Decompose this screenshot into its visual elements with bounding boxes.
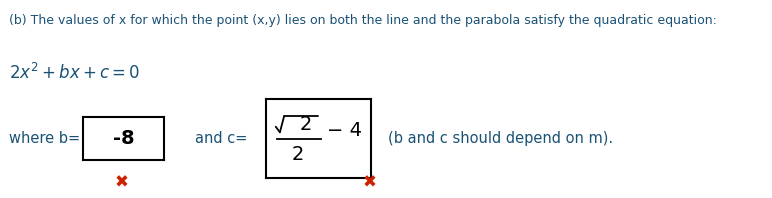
Text: -8: -8 — [113, 129, 135, 148]
Text: − 4: − 4 — [327, 121, 362, 140]
Text: 2: 2 — [291, 145, 304, 164]
Text: (b and c should depend on m).: (b and c should depend on m). — [388, 131, 613, 146]
Text: where b=: where b= — [9, 131, 80, 146]
Text: ✖: ✖ — [362, 173, 376, 191]
Text: $2x^2 + bx + c = 0$: $2x^2 + bx + c = 0$ — [9, 63, 141, 84]
Text: (b) The values of x for which the point (x,y) lies on both the line and the para: (b) The values of x for which the point … — [9, 14, 717, 27]
Text: ✖: ✖ — [115, 173, 129, 191]
Text: and c=: and c= — [195, 131, 248, 146]
Text: 2: 2 — [300, 115, 312, 134]
